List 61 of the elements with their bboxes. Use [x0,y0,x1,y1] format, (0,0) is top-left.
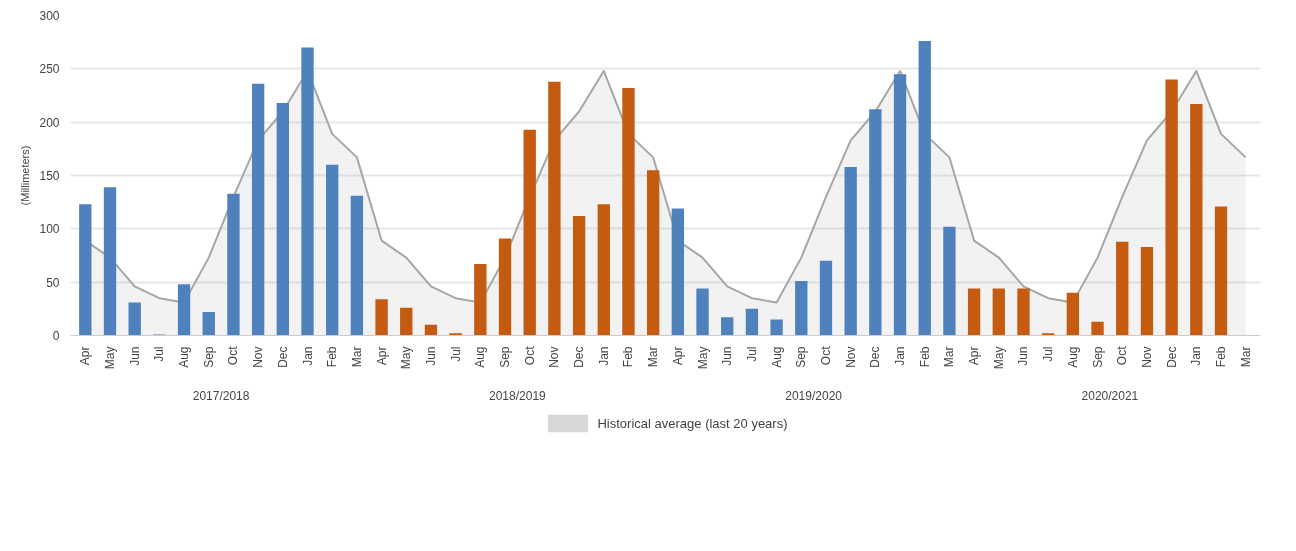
x-tick-label: Jun [720,346,735,366]
x-tick-label: Nov [547,346,562,368]
x-tick-label: May [399,346,414,370]
x-tick-label: Feb [621,346,636,368]
x-tick-label: Apr [670,346,685,366]
x-tick-label: May [991,346,1006,370]
x-tick-label: Sep [794,346,809,368]
x-tick-label: Aug [769,346,784,368]
y-tick-label: 50 [46,275,60,290]
x-tick-label: Jun [1016,346,1031,366]
x-tick-label: Feb [1214,346,1228,368]
x-tick-label: Jun [423,346,438,366]
y-tick-label: 300 [39,9,60,23]
x-tick-label: Dec [275,346,290,368]
x-tick-label: May [695,346,710,370]
x-tick-label: Feb [325,346,340,368]
x-tick-label: Oct [522,345,537,366]
legend-label: Historical average (last 20 years) [597,415,788,431]
x-tick-label: Mar [646,346,661,368]
y-tick-label: 100 [39,222,60,237]
text: 2020/2021 [1081,388,1139,403]
text: 2017/2018 [192,388,250,403]
x-tick-label: Dec [572,346,587,368]
x-tick-label: Jan [1189,346,1204,366]
y-tick-label: 250 [39,62,60,77]
x-tick-label: Mar [942,346,957,368]
x-tick-label: Aug [177,346,192,368]
x-tick-label: Dec [868,346,883,368]
x-tick-label: Sep [1090,346,1105,368]
x-tick-label: Sep [201,346,216,368]
x-tick-label: Oct [1115,345,1130,366]
x-tick-label: Jan [893,346,908,366]
x-tick-label: Jan [300,346,315,366]
x-tick-label: Jul [1041,346,1056,362]
x-tick-label: Nov [1139,346,1154,368]
x-tick-label: Jul [744,346,759,362]
x-tick-label: Mar [349,346,364,368]
x-tick-label: Jan [596,346,611,366]
x-tick-label: Mar [1238,346,1253,368]
x-tick-label: Jun [127,346,142,366]
text: 2018/2019 [489,388,547,403]
y-tick-label: 150 [39,169,60,183]
x-tick-label: Aug [1065,346,1080,368]
x-tick-label: Apr [374,346,389,366]
x-tick-label: Jul [448,346,463,362]
x-tick-label: Feb [917,346,932,368]
x-tick-label: Oct [226,345,241,366]
y-axis-title: (Millimeters) [19,145,32,206]
x-tick-label: Nov [251,346,266,368]
x-tick-label: Nov [843,346,858,368]
x-tick-label: Aug [473,346,488,368]
x-tick-label: Dec [1164,346,1179,368]
x-tick-label: Apr [78,346,93,366]
x-tick-label: Sep [498,346,513,368]
x-tick-label: May [103,346,117,370]
y-tick-label: 200 [39,115,60,130]
x-tick-label: Jul [152,346,167,362]
text: 2019/2020 [785,388,843,403]
x-tick-label: Oct [818,345,833,366]
y-tick-label: 0 [52,329,60,343]
x-tick-label: Apr [967,346,982,366]
